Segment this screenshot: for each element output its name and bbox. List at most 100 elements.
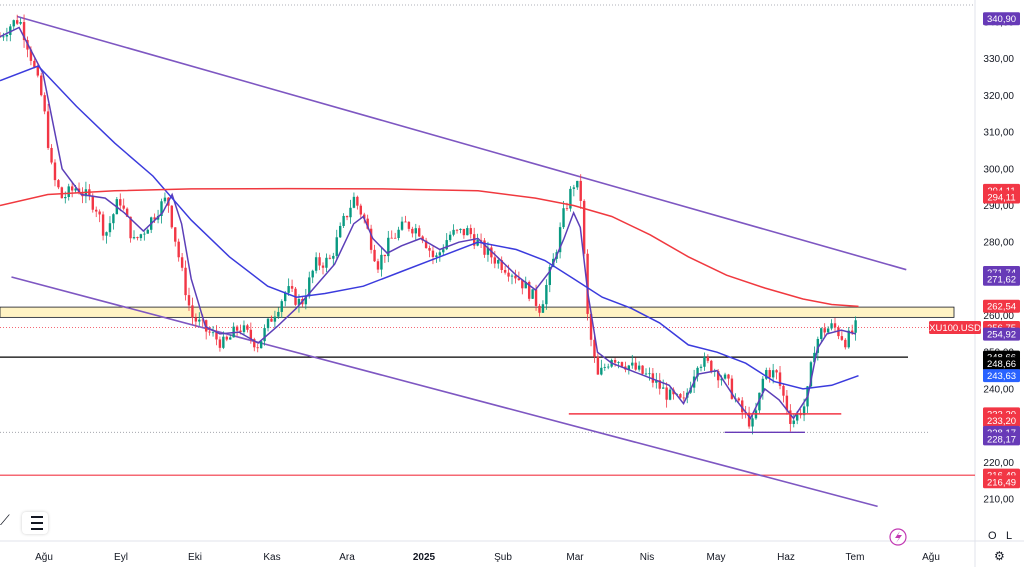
candle-body: [730, 378, 734, 399]
candle-body: [67, 186, 70, 197]
candle-body: [651, 373, 655, 383]
candle-body: [393, 237, 397, 239]
chart-option-l[interactable]: L: [1006, 530, 1013, 542]
alert-lightning-icon[interactable]: [889, 528, 907, 546]
x-tick-label: May: [707, 552, 726, 563]
x-tick-label: Eki: [188, 552, 202, 563]
price-badge: [983, 357, 1020, 371]
candle-body: [335, 237, 338, 256]
candle-body: [239, 330, 242, 332]
candle-body: [442, 249, 445, 253]
price-badge: [983, 413, 1020, 427]
candle-body: [483, 240, 486, 255]
candle-body: [359, 205, 363, 215]
candle-body: [91, 195, 94, 210]
candle-body: [565, 208, 569, 210]
price-badge-label: 228,17: [987, 434, 1016, 445]
candle-body: [376, 261, 380, 270]
candle-body: [648, 373, 651, 375]
price-badge-label: 248,66: [987, 359, 1016, 370]
candle-body: [284, 292, 287, 302]
candle-body: [823, 328, 826, 333]
candle-body: [311, 270, 314, 278]
moving-average-0: [0, 26, 856, 420]
candle-body: [820, 328, 823, 339]
candle-body: [325, 257, 328, 268]
candle-body: [452, 229, 455, 235]
candle-body: [170, 205, 174, 228]
candle-body: [521, 280, 524, 289]
candle-body: [723, 374, 727, 379]
price-badge-label: 243,63: [987, 371, 1016, 382]
candle-body: [277, 311, 280, 317]
candle-body: [661, 387, 665, 389]
candle-body: [665, 387, 668, 400]
candle-body: [369, 228, 373, 250]
candle-body: [579, 180, 582, 201]
candle-body: [589, 313, 593, 340]
candle-body: [352, 196, 356, 208]
candle-body: [201, 319, 204, 321]
candle-body: [534, 289, 538, 306]
candle-body: [445, 240, 448, 250]
candle-body: [174, 227, 177, 242]
candle-body: [854, 320, 857, 333]
candle-body: [119, 199, 122, 206]
candle-body: [572, 187, 576, 189]
candle-body: [706, 357, 710, 361]
candle-body: [332, 255, 335, 259]
candle-body: [9, 26, 12, 35]
candle-body: [424, 240, 428, 248]
candle-body: [497, 260, 500, 264]
candle-body: [541, 304, 545, 313]
candle-body: [448, 234, 452, 241]
candle-body: [414, 228, 417, 234]
candle-body: [637, 365, 641, 370]
candle-body: [74, 188, 77, 191]
candle-body: [33, 60, 36, 67]
price-badge: [983, 369, 1020, 383]
candle-body: [304, 296, 308, 305]
candle-body: [850, 330, 854, 333]
candle-body: [50, 147, 53, 163]
candle-body: [108, 223, 112, 233]
menu-lines-icon[interactable]: [22, 512, 48, 534]
candle-body: [290, 286, 294, 289]
candle-body: [122, 205, 125, 209]
candle-body: [390, 237, 393, 239]
y-tick-label: 330,00: [983, 54, 1014, 65]
candle-body: [459, 228, 462, 230]
candle-body: [400, 221, 404, 230]
chart-option-o[interactable]: O: [988, 530, 997, 542]
candle-body: [593, 339, 596, 357]
candle-body: [792, 420, 795, 424]
candle-body: [830, 323, 833, 329]
y-tick-label: 220,00: [983, 458, 1014, 469]
candle-body: [338, 225, 342, 238]
candle-body: [558, 227, 562, 253]
trendline-tool-icon[interactable]: ⟋: [0, 513, 10, 529]
x-tick-label: Nis: [640, 552, 654, 563]
time-axis[interactable]: Ağu Eyl Eki Kas Ara 2025 Şub Mar Nis May Haz Tem Ağu: [35, 552, 940, 563]
candle-body: [682, 397, 686, 399]
x-tick-label: Ağu: [922, 552, 940, 563]
candle-body: [569, 188, 572, 209]
candle-body: [789, 410, 792, 424]
candle-body: [837, 327, 840, 337]
candle-body: [816, 338, 820, 353]
candle-body: [211, 332, 215, 334]
candle-body: [802, 406, 806, 416]
candle-body: [596, 356, 600, 375]
candle-body: [132, 237, 136, 239]
candle-body: [204, 320, 208, 332]
candle-body: [321, 265, 325, 268]
candle-body: [720, 378, 723, 381]
candle-body: [345, 215, 349, 218]
candle-body: [404, 221, 407, 223]
gear-icon[interactable]: ⚙: [994, 549, 1005, 563]
candle-body: [253, 339, 256, 348]
candle-body: [620, 362, 624, 367]
candle-body: [775, 370, 778, 373]
candle-body: [218, 339, 222, 348]
